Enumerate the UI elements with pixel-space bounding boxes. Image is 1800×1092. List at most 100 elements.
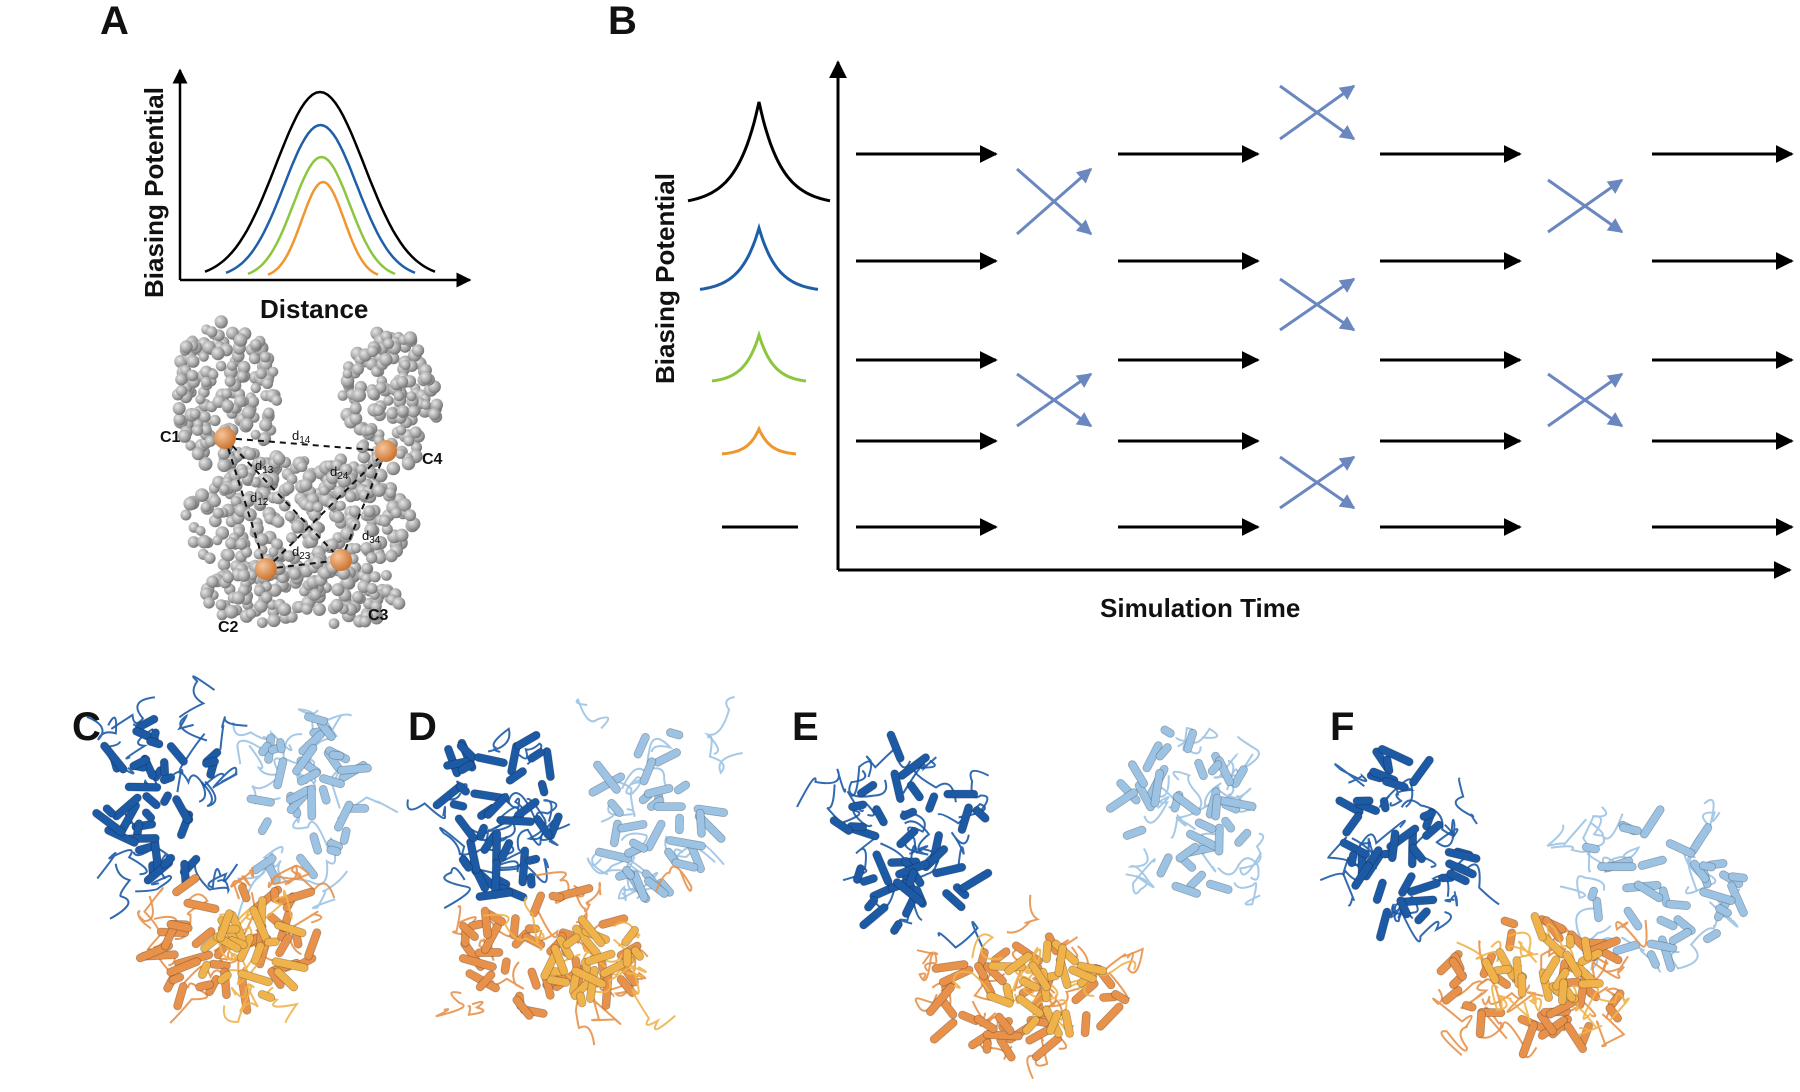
distance-label-23: d23 [292,544,311,562]
bead [331,459,344,472]
bead [189,408,201,420]
panel-b-y-axis-title: Biasing Potential [650,173,680,384]
panel-b: B Biasing Potential Simulation Time [608,0,1794,623]
bead [392,597,406,610]
bead [200,376,212,388]
bead [192,424,204,436]
bead [366,583,378,594]
bead [260,591,273,604]
panel-a-curve-1 [204,90,436,273]
bead [369,571,381,583]
bead [250,339,262,350]
bead [271,395,283,406]
bead [175,373,188,386]
bead [288,567,302,581]
bead [246,395,260,408]
panel-a-curve-2 [225,123,416,274]
bead [286,611,298,623]
panel-c-label: C [72,705,101,749]
bead [348,505,361,518]
bead [325,538,339,551]
panel-f-structure [1319,744,1748,1059]
bead [378,514,391,527]
dark-blue-domain [86,675,248,920]
bead [403,435,415,447]
node-label-c2: C2 [218,619,239,636]
bead [217,458,231,473]
bead [208,494,221,508]
panel-a-x-axis-title: Distance [260,294,368,324]
bead [409,426,422,439]
bead [200,587,213,601]
bead [364,523,378,537]
bead [243,508,257,522]
bead [309,529,321,541]
bead [177,429,192,443]
panel-b-x-axis-title: Simulation Time [1100,593,1300,623]
bead [370,539,382,551]
panel-d-label: D [408,705,437,749]
bead [352,388,367,403]
bead [291,520,305,534]
bead [403,331,418,345]
bead [331,583,345,597]
bead [268,546,279,557]
bead [175,385,188,397]
bead [259,351,271,363]
bead [363,505,376,518]
bead [301,603,313,615]
bead [230,495,242,507]
bead [390,507,402,519]
exchange-cross [1547,372,1624,428]
distance-label-14: d14 [292,428,311,446]
bead [286,473,298,485]
bead [173,413,186,426]
bead [179,340,193,354]
light-blue-domain [575,696,743,904]
bead [286,532,298,544]
panel-a-curve-4 [267,180,379,276]
bead [233,333,248,347]
bead [400,359,411,371]
bead [180,509,192,521]
node-label-c1: C1 [160,429,181,446]
bead [250,522,264,536]
bead [381,586,393,598]
bead [396,376,409,388]
light-blue-domain [1546,798,1748,973]
bead [204,435,216,447]
bead [395,528,409,542]
dark-blue-domain [406,727,571,909]
bead [254,599,268,613]
bead [215,599,227,611]
bead [186,369,199,382]
bead [208,369,219,380]
bead [359,615,372,628]
bead [268,366,279,377]
gold-domain [1456,911,1630,1036]
panel-b-time-arrows [856,145,1794,536]
bead [198,351,209,362]
light-blue-domain [1105,725,1265,906]
bead [356,464,367,475]
bead [272,515,285,528]
panel-e-structure [796,725,1265,1080]
bead [333,485,347,499]
anchor-bead-c3 [330,549,352,571]
panel-d-structure [406,696,743,1046]
panel-a-curves [204,90,436,276]
bead [304,501,316,512]
bead [206,575,219,588]
distance-lines [224,437,387,570]
bead [385,487,396,499]
bead [195,525,206,536]
bead [373,468,388,483]
bead [191,447,205,461]
panel-a-bead-model: C1 C2 C3 C4 d14 d13 d24 d12 d34 d23 [160,315,444,636]
bead [332,510,345,524]
bead [372,404,385,416]
bead [186,355,200,368]
gold-domain [483,896,676,1031]
bead [187,536,200,548]
